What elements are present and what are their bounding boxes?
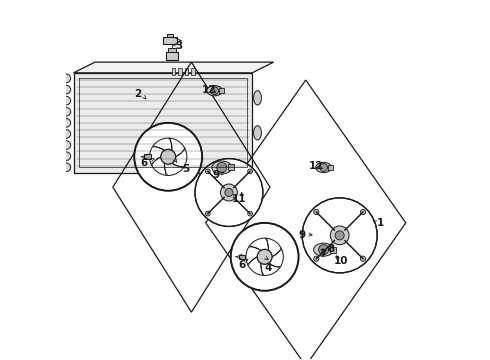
Ellipse shape (61, 163, 71, 172)
Ellipse shape (61, 152, 71, 161)
Polygon shape (269, 263, 281, 268)
Bar (185, 68, 188, 75)
Text: 9: 9 (298, 230, 306, 240)
Circle shape (205, 211, 210, 216)
Polygon shape (249, 246, 261, 250)
Circle shape (318, 245, 329, 255)
Circle shape (225, 188, 233, 197)
Circle shape (220, 184, 238, 201)
Polygon shape (247, 257, 257, 266)
Circle shape (360, 256, 366, 261)
Circle shape (257, 249, 272, 264)
Ellipse shape (61, 130, 71, 139)
Circle shape (211, 87, 219, 95)
Text: 7: 7 (319, 249, 326, 259)
Ellipse shape (207, 86, 222, 96)
Circle shape (314, 210, 319, 215)
Ellipse shape (253, 126, 262, 140)
Bar (167, 53, 178, 60)
Circle shape (314, 256, 319, 261)
Bar (144, 154, 151, 159)
Circle shape (134, 123, 202, 191)
Ellipse shape (61, 96, 71, 105)
Bar (220, 88, 224, 93)
Circle shape (335, 231, 344, 240)
Circle shape (247, 169, 252, 174)
Ellipse shape (61, 74, 71, 83)
Polygon shape (172, 163, 184, 168)
Ellipse shape (316, 162, 331, 172)
Ellipse shape (212, 161, 232, 174)
Polygon shape (151, 157, 161, 166)
Text: 9: 9 (212, 170, 219, 180)
Text: 12: 12 (202, 85, 217, 95)
Ellipse shape (314, 243, 334, 256)
Polygon shape (74, 62, 273, 73)
Ellipse shape (61, 118, 71, 127)
Text: 1: 1 (377, 218, 384, 228)
Polygon shape (265, 238, 269, 250)
Polygon shape (169, 138, 172, 150)
Bar (172, 68, 175, 75)
Text: 11: 11 (231, 194, 246, 203)
Text: 4: 4 (265, 262, 272, 273)
Bar (163, 37, 177, 44)
Circle shape (217, 162, 227, 172)
Polygon shape (261, 263, 264, 275)
Circle shape (247, 211, 252, 216)
Circle shape (231, 223, 298, 291)
Circle shape (302, 198, 377, 273)
Polygon shape (272, 248, 282, 257)
Text: 6: 6 (239, 260, 246, 270)
Bar (228, 165, 234, 171)
Text: 3: 3 (175, 41, 183, 51)
Bar (330, 247, 336, 253)
Polygon shape (74, 73, 252, 173)
Bar (191, 68, 195, 75)
Ellipse shape (253, 91, 262, 105)
Circle shape (205, 169, 210, 174)
Polygon shape (152, 145, 165, 150)
Ellipse shape (61, 85, 71, 94)
Circle shape (330, 226, 349, 245)
Polygon shape (175, 148, 185, 157)
Text: 12: 12 (309, 161, 323, 171)
Bar (178, 68, 182, 75)
Text: 2: 2 (134, 89, 142, 99)
Text: 8: 8 (328, 244, 335, 253)
Bar (167, 34, 173, 37)
Circle shape (161, 149, 175, 164)
Polygon shape (164, 163, 168, 175)
Circle shape (319, 163, 327, 171)
Circle shape (195, 158, 263, 226)
Bar (239, 255, 245, 259)
Ellipse shape (61, 141, 71, 149)
Bar (328, 165, 333, 170)
Circle shape (360, 210, 366, 215)
Text: 5: 5 (182, 164, 190, 174)
Bar (168, 48, 176, 53)
Text: 10: 10 (334, 256, 348, 266)
Ellipse shape (61, 107, 71, 116)
Text: 6: 6 (141, 158, 148, 168)
